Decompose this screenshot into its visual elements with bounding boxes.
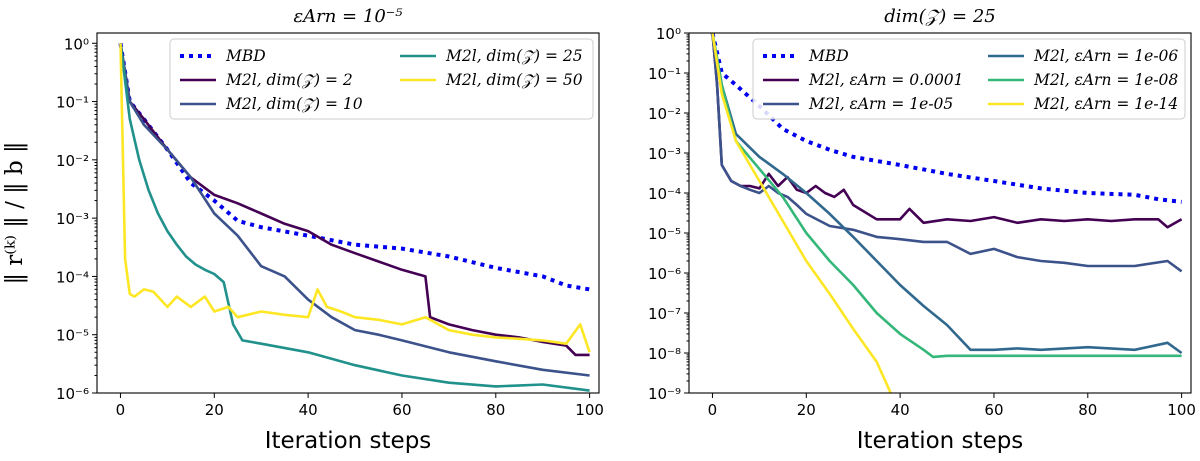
legend-frame [169,38,594,120]
y-tick-label: 10⁻⁶ [648,265,681,283]
x-tick-label: 0 [116,401,126,419]
y-tick-label: 10⁻⁴ [56,268,89,286]
series-group [118,42,591,392]
series-line-5 [119,43,591,353]
y-tick-label: 10⁻² [648,105,681,123]
x-axis-label: Iteration steps [265,428,432,454]
y-tick-label: 10⁻³ [648,145,681,163]
legend-label: M2l, dim(𝒵) = 25 [445,47,583,65]
chart-title: εArn = 10⁻⁵ [293,6,402,27]
y-tick-label: 10⁻⁵ [648,225,681,243]
y-tick-label: 10⁻² [56,152,89,170]
chart-title: dim(𝒵) = 25 [884,6,996,27]
y-tick-label: 10⁻¹ [56,94,89,112]
y-tick-label: 10⁰ [64,35,89,53]
legend-label: M2l, dim(𝒵) = 10 [225,95,363,113]
series-line-4 [711,33,1183,355]
series-line-3 [711,33,1183,273]
x-tick-label: 80 [1078,401,1097,419]
legend-label: M2l, εArn = 1e-06 [1033,47,1178,65]
x-tick-label: 60 [984,401,1003,419]
legend-label: M2l, dim(𝒵) = 2 [225,71,353,89]
x-tick-label: 80 [486,401,505,419]
legend: MBD M2l, εArn = 0.0001 M2l, εArn = 1e-05 M2… [752,38,1186,120]
y-axis-label: ‖ r⁽ᵏ⁾ ‖ / ‖ b ‖ [2,141,28,284]
x-tick-label: 20 [205,401,224,419]
x-axis-label: Iteration steps [857,428,1024,454]
x-tick-label: 20 [797,401,816,419]
x-tick-label: 0 [708,401,718,419]
plot-frame [688,32,1192,394]
legend-label: M2l, εArn = 0.0001 [808,71,964,89]
y-tick-label: 10⁻¹ [648,65,681,83]
legend-label: MBD [225,47,266,65]
legend-frame [752,38,1186,120]
legend-label: MBD [808,47,849,65]
series-group [710,33,1183,393]
series-line-5 [711,33,1182,359]
y-tick-label: 10⁻⁸ [648,345,681,363]
x-tick-label: 40 [299,401,318,419]
series-line-2 [711,33,1183,229]
series-line-3 [119,43,590,377]
y-tick-label: 10⁻³ [56,210,89,228]
legend-label: M2l, εArn = 1e-14 [1033,95,1178,113]
series-line-1 [710,33,1182,204]
legend-label: M2l, εArn = 1e-08 [1033,71,1178,89]
y-tick-label: 10⁻⁵ [56,327,89,345]
y-tick-label: 10⁻⁹ [648,385,681,403]
y-tick-label: 10⁻⁴ [648,185,681,203]
series-line-4 [119,43,590,392]
chart-panel-1: 0 20 40 60 80 100 10⁰ 10⁻¹ 10⁻² 10⁻³ 10⁻⁴ 10⁻⁵ 10⁻⁶ ε… [2,6,604,454]
x-tick-label: 100 [1167,401,1196,419]
x-tick-label: 40 [891,401,910,419]
y-tick-label: 10⁰ [656,25,681,43]
y-tick-label: 10⁻⁶ [56,385,89,403]
legend-label: M2l, dim(𝒵) = 50 [445,71,583,89]
plot-frame [96,32,600,394]
x-tick-label: 60 [392,401,411,419]
legend: MBD M2l, dim(𝒵) = 2 M2l, dim(𝒵) = 10 M2l, d… [169,38,594,120]
legend-label: M2l, εArn = 1e-05 [808,95,953,113]
x-tick-label: 100 [575,401,604,419]
y-tick-label: 10⁻⁷ [648,305,681,323]
series-line-6 [711,33,892,393]
chart-panel-2: 0 20 40 60 80 100 10⁰ 10⁻¹ 10⁻² 10⁻³ 10⁻⁴ 10⁻⁵ 10⁻⁶ 1… [648,6,1196,454]
